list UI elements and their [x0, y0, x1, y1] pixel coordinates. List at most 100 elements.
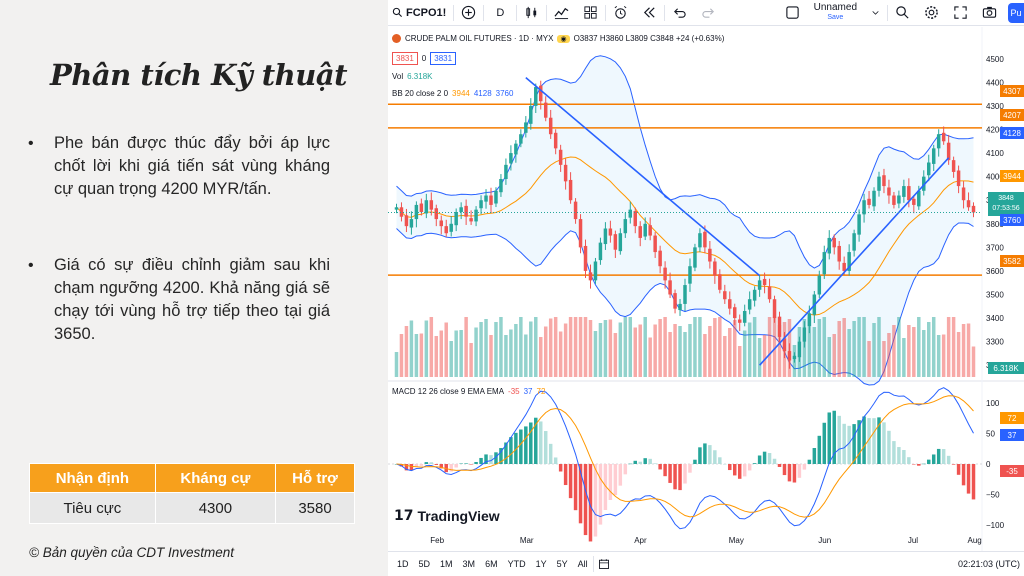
candle-body	[912, 198, 916, 205]
volume-bar	[807, 317, 812, 377]
volume-bar	[658, 319, 662, 377]
volume-bar	[862, 317, 866, 377]
slide-title: Phân tích Kỹ thuật	[50, 58, 348, 92]
range-ytd[interactable]: YTD	[507, 559, 526, 569]
candle-body	[847, 252, 851, 271]
macd-histogram-bar	[927, 459, 931, 464]
volume-bar	[648, 337, 652, 377]
macd-histogram-bar	[782, 464, 787, 476]
macd-histogram-bar	[578, 464, 583, 524]
macd-histogram-bar	[713, 450, 717, 464]
macd-histogram-bar	[484, 454, 488, 464]
macd-histogram-bar	[703, 443, 707, 464]
range-5d[interactable]: 5D	[418, 559, 431, 569]
layout-menu-button[interactable]	[864, 0, 887, 26]
tradingview-chart[interactable]: FCPO1! D	[388, 0, 1024, 576]
legend-symbol-title: CRUDE PALM OIL FUTURES · 1D · MYX	[405, 34, 554, 43]
templates-button[interactable]	[576, 0, 605, 26]
toolbar-divider	[453, 4, 455, 21]
candle-body	[822, 252, 827, 275]
candle-body	[777, 316, 782, 337]
macd-histogram-bar	[454, 464, 458, 468]
volume-bar	[499, 317, 503, 377]
quick-search-button[interactable]	[888, 0, 917, 26]
volume-bar	[469, 343, 473, 377]
macd-histogram-bar	[946, 455, 951, 464]
candle-body	[757, 280, 762, 290]
volume-bar	[588, 320, 593, 377]
candle-body	[817, 275, 822, 295]
candle-body	[444, 226, 448, 234]
volume-bar	[668, 332, 672, 377]
candle-body	[449, 223, 453, 232]
macd-histogram-bar	[459, 463, 463, 464]
save-label: Save	[827, 13, 844, 21]
volume-bar	[529, 321, 533, 377]
macd-histogram-bar	[698, 447, 702, 464]
bid-price[interactable]: 3831	[392, 52, 418, 65]
bb-lower-line	[396, 222, 974, 386]
undo-icon	[674, 8, 686, 18]
last-price: 3848	[998, 195, 1014, 202]
resistance-tag: 4307	[1000, 85, 1024, 97]
layout-checkbox[interactable]	[778, 0, 807, 26]
layout-name-button[interactable]: Unnamed Save	[807, 0, 864, 26]
redo-button[interactable]	[694, 0, 723, 26]
chart-type-button[interactable]	[517, 0, 546, 26]
range-5y[interactable]: 5Y	[556, 559, 568, 569]
volume-bar	[583, 317, 588, 377]
replay-button[interactable]	[635, 0, 664, 26]
candle-body	[827, 237, 831, 254]
fullscreen-button[interactable]	[946, 0, 975, 26]
volume-bar	[817, 319, 822, 377]
volume-bar	[663, 317, 667, 377]
compare-symbol-button[interactable]	[454, 0, 483, 26]
macd-histogram-bar	[529, 422, 533, 464]
range-all[interactable]: All	[577, 559, 588, 569]
range-1y[interactable]: 1Y	[535, 559, 547, 569]
indicators-button[interactable]	[547, 0, 576, 26]
range-1d[interactable]: 1D	[397, 559, 409, 569]
settings-button[interactable]	[917, 0, 946, 26]
price-axis-label: 3300	[986, 338, 1004, 347]
symbol-search-button[interactable]: FCPO1!	[388, 0, 453, 26]
macd-histogram-bar	[494, 452, 498, 464]
undo-button[interactable]	[665, 0, 694, 26]
publish-button[interactable]: Pu	[1008, 3, 1024, 23]
range-3m[interactable]: 3M	[462, 559, 476, 569]
price-chart[interactable]: 4500440043004200410040003900380037003600…	[388, 27, 1024, 551]
macd-histogram-bar	[951, 464, 956, 465]
candle-body	[419, 203, 424, 212]
macd-histogram-bar	[931, 454, 936, 464]
macd-histogram-bar	[519, 429, 523, 464]
symbol-logo-icon	[392, 34, 401, 43]
volume-bar	[578, 317, 583, 377]
macd-histogram-bar	[737, 464, 742, 479]
snapshot-button[interactable]	[975, 0, 1004, 26]
macd-histogram-bar	[524, 426, 528, 464]
eye-icon[interactable]: ◉	[557, 34, 570, 43]
volume-bar	[907, 325, 911, 377]
ask-price[interactable]: 3831	[430, 52, 457, 65]
macd-histogram-bar	[907, 457, 911, 464]
alert-button[interactable]	[606, 0, 635, 26]
interval-button[interactable]: D	[496, 6, 505, 19]
time-axis-label: Feb	[430, 536, 444, 545]
macd-histogram-bar	[613, 464, 618, 496]
range-6m[interactable]: 6M	[485, 559, 498, 569]
volume-bar	[832, 334, 836, 377]
candle-body	[509, 153, 513, 164]
range-1m[interactable]: 1M	[440, 559, 453, 569]
macd-histogram-bar	[941, 449, 946, 464]
utc-clock[interactable]: 02:21:03 (UTC)	[957, 559, 1020, 569]
candle-body	[568, 179, 573, 201]
macd-histogram-bar	[767, 453, 772, 464]
candle-body	[429, 200, 434, 210]
candle-body	[563, 164, 568, 182]
macd-hist-value: -35	[508, 387, 520, 396]
calendar-icon[interactable]	[598, 558, 610, 570]
resistance-tag: 4207	[1000, 109, 1024, 121]
candle-body	[598, 242, 603, 261]
bb-basis-value: 3944	[452, 89, 470, 98]
volume-bar	[464, 317, 468, 377]
